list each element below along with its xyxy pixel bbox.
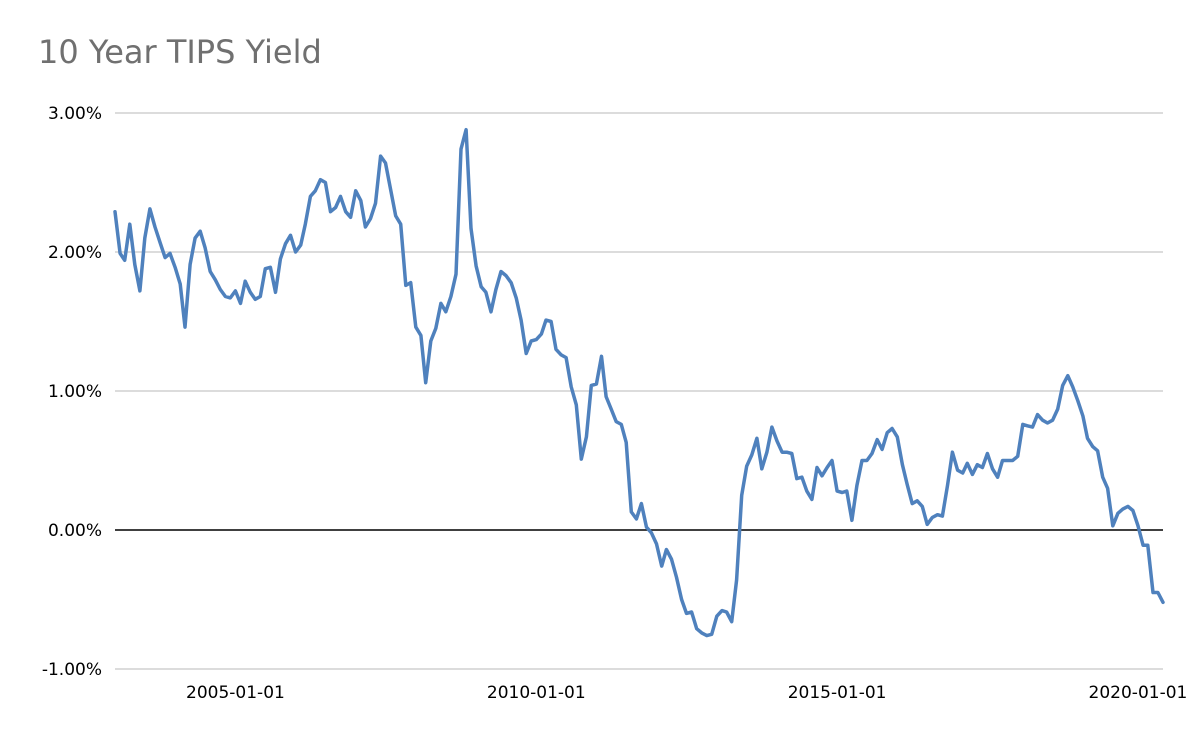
data-points bbox=[114, 129, 1164, 637]
y-tick-label: 1.00% bbox=[48, 382, 102, 402]
y-axis-labels: 3.00% 2.00% 1.00% 0.00% -1.00% bbox=[42, 104, 102, 680]
y-tick-label: 3.00% bbox=[48, 104, 102, 124]
x-tick-label: 2010-01-01 bbox=[487, 683, 586, 703]
series-line-tips-yield bbox=[113, 127, 1165, 638]
x-tick-label: 2015-01-01 bbox=[788, 683, 887, 703]
y-tick-label: 0.00% bbox=[48, 521, 102, 541]
x-tick-label: 2020-01-01 bbox=[1089, 683, 1188, 703]
y-tick-label: -1.00% bbox=[42, 660, 102, 680]
chart-title: 10 Year TIPS Yield bbox=[38, 33, 322, 71]
x-tick-label: 2005-01-01 bbox=[186, 683, 285, 703]
y-tick-label: 2.00% bbox=[48, 243, 102, 263]
grid-lines bbox=[115, 112, 1163, 670]
x-axis-labels: 2005-01-01 2010-01-01 2015-01-01 2020-01-01 bbox=[186, 683, 1187, 703]
